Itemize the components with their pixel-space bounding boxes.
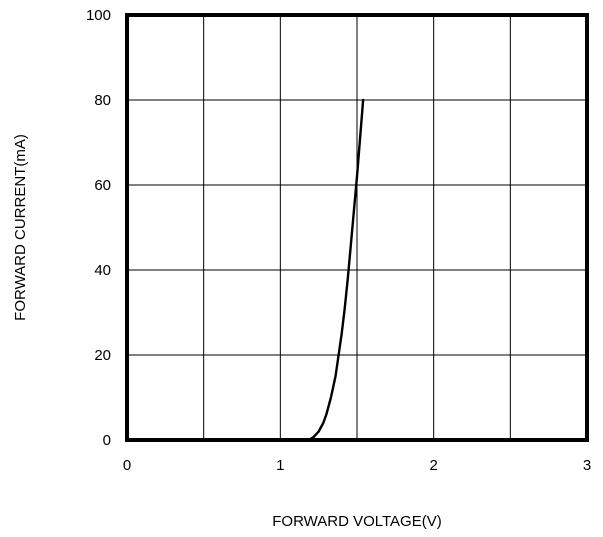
x-axis-title: FORWARD VOLTAGE(V) xyxy=(272,513,441,530)
y-tick-label: 80 xyxy=(94,92,111,109)
y-tick-label: 100 xyxy=(86,7,111,24)
y-tick-label: 60 xyxy=(94,177,111,194)
y-tick-label: 20 xyxy=(94,347,111,364)
x-tick-label: 3 xyxy=(583,457,591,474)
x-tick-label: 0 xyxy=(123,457,131,474)
y-axis-title: FORWARD CURRENT(mA) xyxy=(12,134,29,321)
x-tick-labels: 0 1 2 3 xyxy=(123,457,591,474)
x-tick-label: 2 xyxy=(429,457,437,474)
y-tick-label: 40 xyxy=(94,262,111,279)
y-tick-label: 0 xyxy=(103,432,111,449)
grid-lines xyxy=(127,15,587,440)
series-layer xyxy=(302,98,365,442)
plot-frame xyxy=(125,13,589,442)
x-tick-label: 1 xyxy=(276,457,284,474)
y-tick-labels: 0 20 40 60 80 100 xyxy=(86,7,111,449)
series-line xyxy=(302,98,365,442)
